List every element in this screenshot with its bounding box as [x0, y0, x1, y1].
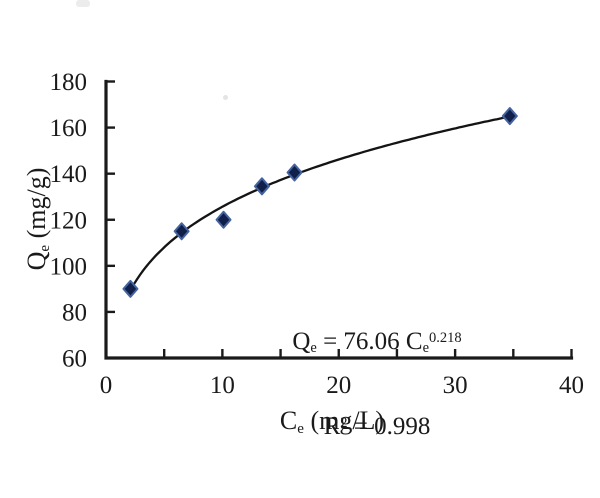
x-axis-symbol-subscript: e	[297, 420, 304, 437]
data-point-marker	[215, 210, 232, 229]
equation-lhs-subscript: e	[310, 340, 317, 357]
equation-lhs: Q	[292, 328, 311, 355]
y-tick-label: 80	[62, 299, 87, 326]
x-tick-label: 0	[100, 372, 113, 399]
y-tick-label: 160	[50, 115, 88, 142]
fit-equation-annotation: Qe = 76.06 Ce0.218 R2 = 0.998	[292, 274, 461, 498]
equation-exponent: 0.218	[429, 329, 462, 346]
y-axis-title: Qe (mg/g)	[22, 167, 53, 271]
y-axis-symbol: Q	[22, 251, 51, 271]
x-tick-label: 40	[559, 372, 584, 399]
scatter-plot-canvas: 0 10 20 30 40 180 160 140 120 100 80 60	[50, 69, 585, 399]
y-axis-unit: (mg/g)	[22, 167, 51, 245]
isotherm-figure: 0 10 20 30 40 180 160 140 120 100 80 60 Qe (mg/g) C…	[22, 0, 585, 440]
equation-coefficient: = 76.06 C	[316, 328, 423, 355]
y-tick-label: 100	[50, 253, 88, 280]
y-tick-label: 120	[50, 207, 88, 234]
fit-equation-line: Qe = 76.06 Ce0.218	[292, 328, 461, 359]
r-superscript: 2	[340, 414, 348, 431]
x-tick-label: 30	[443, 372, 468, 399]
y-tick-label: 140	[50, 161, 88, 188]
y-axis-symbol-subscript: e	[36, 244, 53, 252]
x-axis-title: Ce (mg/L)	[279, 406, 385, 437]
data-point-marker	[122, 279, 139, 298]
r-squared-value: = 0.998	[347, 413, 431, 440]
x-tick-label: 20	[326, 372, 351, 399]
y-tick-label: 60	[62, 346, 87, 373]
y-tick-label: 180	[50, 69, 88, 96]
axis-lines	[104, 79, 574, 360]
scan-artifact-top	[76, 0, 90, 7]
fit-curve	[129, 115, 511, 291]
x-axis-unit: (mg/L)	[303, 406, 385, 435]
data-point-marker	[173, 222, 190, 241]
equation-var-subscript: e	[422, 340, 430, 357]
data-point-marker	[501, 107, 518, 126]
data-point-marker	[253, 177, 270, 196]
x-tick-label: 10	[210, 372, 235, 399]
r-symbol: R	[323, 413, 341, 440]
data-point-marker	[286, 163, 303, 182]
scan-artifact-speck	[223, 95, 228, 100]
x-axis-symbol: C	[279, 406, 298, 435]
r-squared-line: R2 = 0.998	[292, 413, 461, 444]
